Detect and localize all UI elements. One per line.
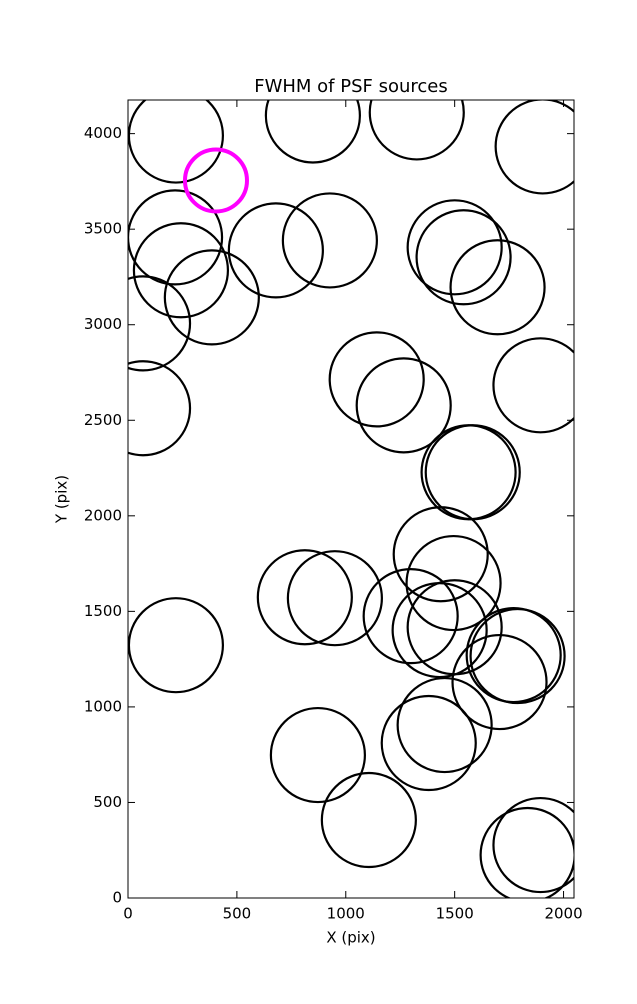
- source-circle: [256, 549, 353, 646]
- source-circle: [281, 192, 378, 289]
- source-circle: [132, 222, 230, 319]
- source-circle: [406, 199, 503, 296]
- source-circle: [479, 806, 574, 898]
- source-circle: [182, 147, 249, 214]
- source-circle: [492, 796, 574, 894]
- plot-frame: [127, 99, 575, 899]
- source-circle: [405, 534, 502, 632]
- source-circle: [355, 357, 452, 454]
- source-circle: [286, 550, 383, 647]
- y-tick-label: 1500: [84, 602, 122, 620]
- source-circle: [406, 579, 503, 676]
- source-circle: [328, 331, 425, 428]
- source-circle: [368, 100, 465, 161]
- source-circle: [396, 676, 493, 774]
- y-tick-label: 3000: [84, 315, 122, 333]
- y-tick-label: 2500: [84, 411, 122, 429]
- source-circle: [392, 506, 489, 603]
- source-circle: [320, 771, 417, 869]
- y-tick-label: 2000: [84, 506, 122, 524]
- source-circle: [451, 633, 548, 731]
- y-tick-label: 4000: [84, 124, 122, 142]
- source-circle: [128, 275, 192, 372]
- chart-title: FWHM of PSF sources: [254, 76, 448, 97]
- y-tick-label: 500: [93, 793, 122, 811]
- source-circle: [492, 337, 574, 434]
- source-circle: [128, 360, 192, 457]
- x-axis-label: X (pix): [326, 929, 375, 947]
- source-circle: [469, 607, 566, 705]
- x-tick-label: 0: [123, 905, 133, 923]
- x-tick-label: 500: [223, 905, 252, 923]
- source-circle: [227, 202, 324, 299]
- source-circle: [380, 694, 477, 792]
- source-circle: [128, 597, 224, 694]
- y-tick-label: 3500: [84, 220, 122, 238]
- source-circle: [362, 568, 459, 665]
- source-circle: [269, 706, 366, 804]
- source-circle: [494, 100, 574, 195]
- plot-area: [128, 100, 574, 898]
- x-tick-label: 1000: [327, 905, 365, 923]
- source-circle: [163, 249, 260, 346]
- y-tick-label: 0: [112, 889, 122, 907]
- y-tick-label: 1000: [84, 697, 122, 715]
- source-circle: [449, 239, 546, 336]
- source-circle: [128, 100, 224, 184]
- x-tick-label: 2000: [544, 905, 582, 923]
- source-circle: [264, 100, 361, 164]
- y-axis-label: Y (pix): [53, 475, 71, 524]
- x-tick-label: 1500: [436, 905, 474, 923]
- source-circle: [415, 209, 512, 306]
